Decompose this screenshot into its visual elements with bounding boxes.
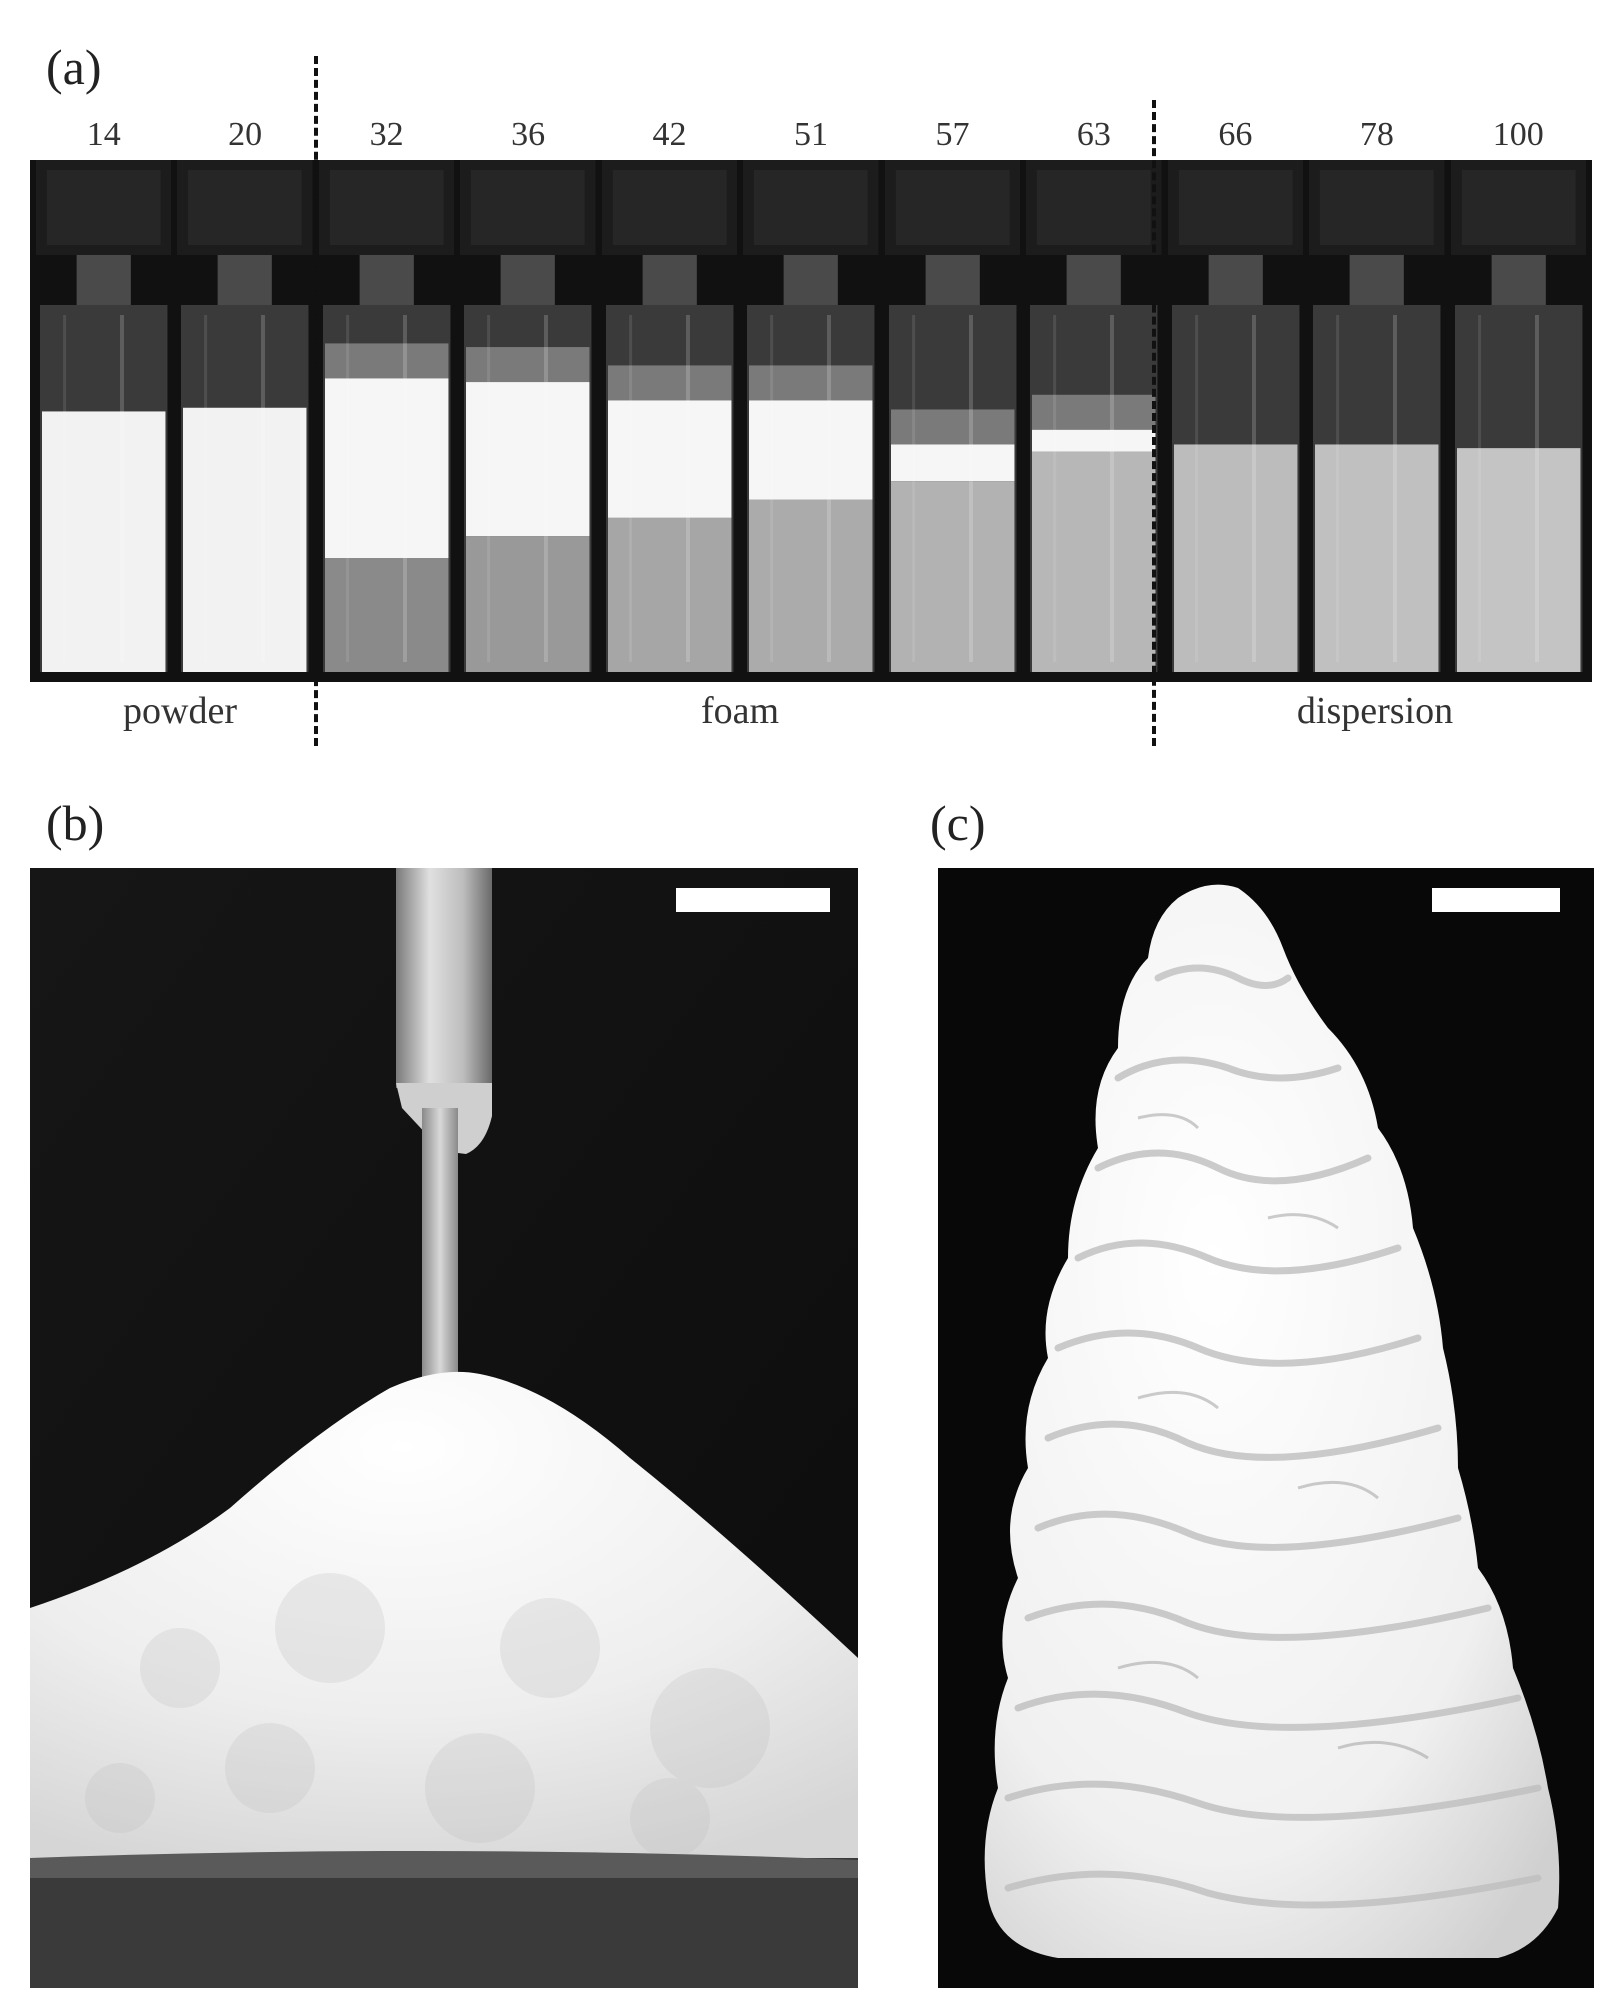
vial-number: 20 — [228, 116, 263, 153]
foam-layer — [890, 444, 1015, 482]
powder-fill — [183, 407, 307, 672]
liquid-layer — [324, 558, 449, 672]
foam-dispersion-divider — [1152, 100, 1156, 746]
vial-number: 78 — [1359, 116, 1394, 153]
vial-strip-photo — [30, 160, 1592, 682]
vial-number: 32 — [369, 116, 404, 153]
liquid-layer — [607, 517, 732, 672]
vial-number: 42 — [652, 116, 687, 153]
dispersion-fill — [1456, 448, 1580, 672]
foam-tower-image — [938, 868, 1594, 1988]
powder-pile-image — [30, 868, 858, 1988]
liquid-layer — [466, 536, 590, 672]
vial — [1026, 160, 1162, 682]
vial-number: 57 — [935, 116, 970, 153]
vial-number: 51 — [794, 116, 828, 153]
state-label-foam: foam — [700, 690, 780, 732]
foam-layer — [466, 382, 590, 537]
liquid-layer — [749, 499, 873, 672]
vial-number: 63 — [1076, 116, 1111, 153]
powder-pile-photo — [30, 868, 858, 1988]
vial — [36, 160, 172, 682]
vial — [1450, 160, 1586, 682]
vial-number: 66 — [1218, 116, 1253, 153]
vial — [743, 160, 879, 682]
scale-bar-b — [676, 888, 830, 912]
vial-number: 100 — [1492, 116, 1544, 153]
state-label-powder: powder — [123, 690, 237, 732]
scale-bar-c — [1432, 888, 1560, 912]
vial — [460, 160, 596, 682]
vial — [1167, 160, 1304, 682]
vial — [884, 160, 1021, 682]
dispersion-fill — [1173, 444, 1298, 672]
foam-layer — [607, 400, 732, 518]
powder-fill — [42, 411, 166, 672]
vial — [1309, 160, 1445, 682]
state-label-dispersion: dispersion — [1296, 690, 1454, 732]
vial — [601, 160, 738, 682]
dispersion-fill — [1315, 444, 1439, 672]
panel-c-label: (c) — [930, 795, 986, 851]
foam-layer — [324, 378, 449, 559]
vial-number: 36 — [511, 116, 546, 153]
liquid-layer — [1032, 451, 1156, 672]
vial — [318, 160, 455, 682]
foam-layer — [1032, 429, 1156, 452]
powder-foam-divider — [314, 56, 318, 746]
liquid-layer — [890, 481, 1015, 672]
panel-b-label: (b) — [46, 795, 105, 851]
panel-a-label: (a) — [46, 39, 102, 95]
foam-layer — [749, 400, 873, 500]
vial-number: 14 — [86, 116, 121, 153]
foam-tower-photo — [938, 868, 1594, 1988]
vial — [177, 160, 313, 682]
